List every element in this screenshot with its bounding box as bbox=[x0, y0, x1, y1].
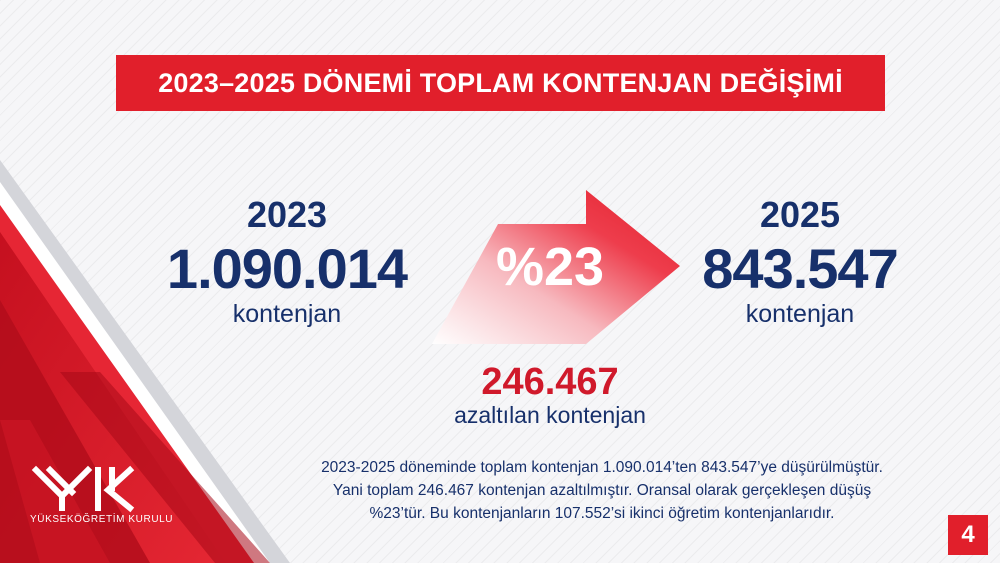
reduction-value: 246.467 bbox=[481, 361, 619, 403]
title-bar: 2023–2025 DÖNEMİ TOPLAM KONTENJAN DEĞİŞİ… bbox=[116, 55, 885, 111]
right-year: 2025 bbox=[759, 194, 841, 235]
right-value: 843.547 bbox=[702, 237, 898, 300]
red-band-accent bbox=[60, 372, 270, 563]
description-line: 2023-2025 döneminde toplam kontenjan 1.0… bbox=[321, 459, 883, 476]
page-number-badge: 4 bbox=[948, 515, 988, 555]
right-unit: kontenjan bbox=[745, 300, 855, 328]
left-year: 2023 bbox=[246, 194, 328, 235]
reduction-unit: azaltılan kontenjan bbox=[454, 402, 646, 428]
arrow-shape bbox=[432, 190, 680, 344]
description-text: 2023-2025 döneminde toplam kontenjan 1.0… bbox=[262, 456, 942, 525]
page-number: 4 bbox=[961, 521, 975, 548]
description-line: %23’tür. Bu kontenjanların 107.552’si ik… bbox=[369, 505, 835, 522]
page-title: 2023–2025 DÖNEMİ TOPLAM KONTENJAN DEĞİŞİ… bbox=[158, 67, 843, 98]
logo-text: YÜKSEKÖĞRETİM KURULU bbox=[30, 514, 174, 525]
description-line: Yani toplam 246.467 kontenjan azaltılmış… bbox=[332, 482, 872, 499]
yok-logo-icon bbox=[31, 465, 135, 513]
arrow-percent: %23 bbox=[495, 237, 605, 297]
left-value: 1.090.014 bbox=[166, 237, 408, 300]
left-unit: kontenjan bbox=[232, 300, 342, 328]
